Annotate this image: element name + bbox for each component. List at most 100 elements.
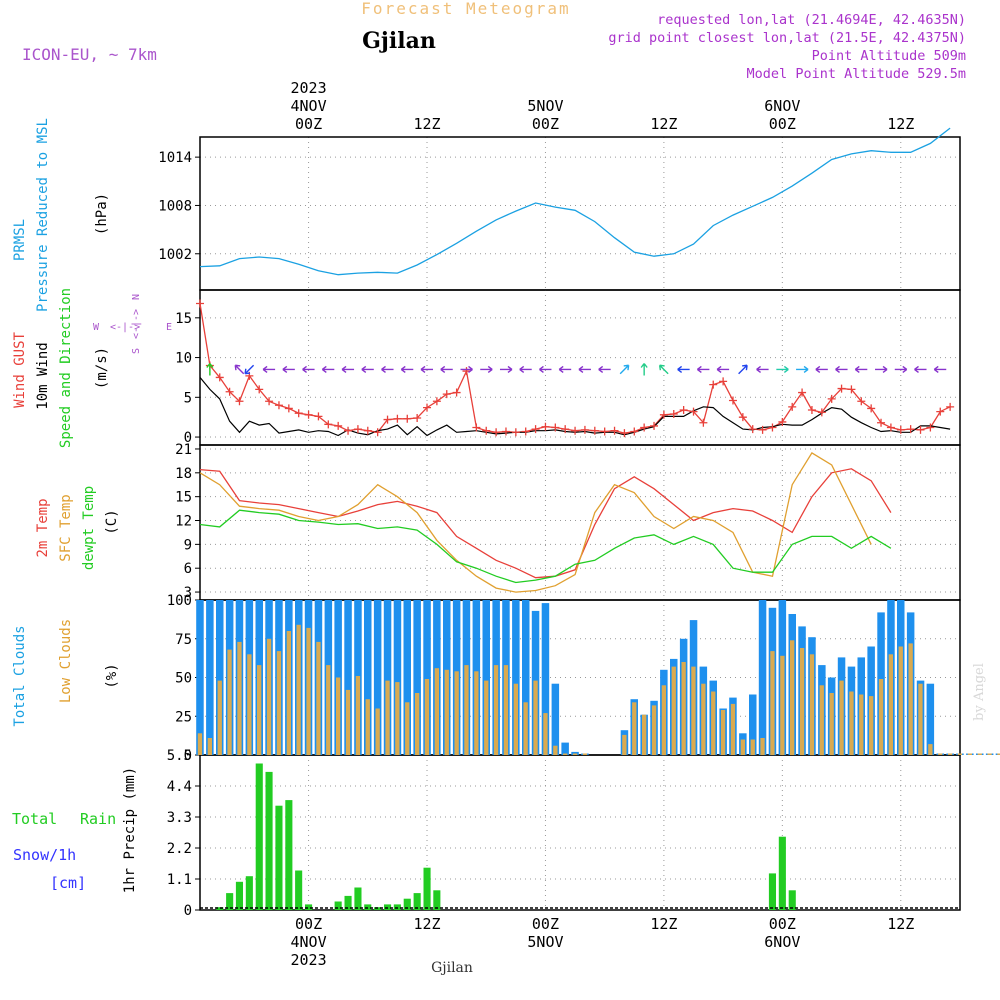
- gust-marker: [906, 425, 915, 434]
- rain-bar: [364, 904, 372, 910]
- rain-bar: [433, 890, 441, 910]
- total-cloud-bar: [413, 600, 421, 755]
- low-cloud-bar: [898, 646, 903, 755]
- gust-marker: [501, 427, 510, 436]
- temp-label-sfc: SFC Temp: [58, 494, 74, 561]
- time-tick-label: 00Z: [769, 915, 796, 933]
- wind-unit: (m/s): [94, 347, 110, 389]
- low-cloud-bar: [197, 733, 203, 755]
- compass-mid: <-|->: [110, 322, 140, 333]
- temp-label-dew: dewpt Temp: [81, 486, 97, 570]
- precip-labels: Total Rain Snow/1h [cm] 1hr Precip (mm): [12, 767, 138, 893]
- wind-arrow-shape: [716, 365, 730, 374]
- day-label: 5NOV: [527, 97, 563, 115]
- gust-marker: [561, 425, 570, 434]
- gust-marker: [383, 415, 392, 424]
- low-cloud-bar: [454, 671, 459, 755]
- gust-marker: [452, 388, 461, 397]
- wind-arrow: [619, 364, 630, 375]
- gust-marker: [807, 406, 816, 415]
- total-cloud-bar: [512, 600, 520, 755]
- low-cloud-bar: [908, 643, 913, 755]
- total-cloud-bar: [393, 600, 402, 755]
- low-cloud-bar: [691, 666, 696, 755]
- wind-arrow-shape: [933, 365, 947, 374]
- rain-bar: [295, 870, 303, 910]
- low-cloud-bar: [711, 691, 716, 755]
- low-cloud-bar: [701, 683, 706, 755]
- low-cloud-bar: [849, 691, 854, 755]
- gust-marker: [936, 407, 945, 416]
- gust-marker: [314, 412, 323, 421]
- wind-arrow: [875, 365, 888, 374]
- gust-marker: [274, 401, 283, 410]
- wind-arrow-shape: [578, 365, 591, 374]
- rain-bar: [226, 893, 234, 910]
- low-cloud-bar: [651, 705, 657, 755]
- wind-arrow-shape: [341, 365, 355, 374]
- wind-arrow-shape: [914, 365, 927, 374]
- chart-title: Forecast Meteogram: [361, 0, 570, 18]
- wind-arrow: [499, 365, 513, 374]
- low-cloud-bar: [948, 753, 953, 755]
- y-tick-label: 9: [184, 537, 192, 553]
- total-cloud-bar: [541, 603, 550, 755]
- model-label: ICON-EU, ~ 7km: [22, 45, 157, 64]
- requested-coords: requested lon,lat (21.4694E, 42.4635N): [657, 12, 966, 28]
- low-cloud-bar: [207, 738, 212, 755]
- time-tick-label: 12Z: [887, 115, 914, 133]
- low-cloud-bar: [326, 665, 331, 755]
- low-cloud-bar: [306, 627, 311, 755]
- gust-marker: [531, 425, 540, 434]
- precip-unit: 1hr Precip (mm): [122, 767, 138, 893]
- precip-label-snow: Snow/1h: [13, 846, 76, 864]
- wind-arrow: [716, 365, 730, 374]
- gust-marker: [265, 397, 274, 406]
- low-cloud-bar: [533, 680, 538, 755]
- gust-marker: [630, 427, 639, 436]
- wind-arrow: [696, 365, 710, 374]
- wind-arrow-shape: [835, 365, 848, 374]
- panel-frame: [199, 289, 961, 446]
- low-cloud-bar: [790, 640, 795, 755]
- rain-bar: [245, 876, 253, 910]
- y-tick-label: 15: [175, 490, 192, 506]
- wind-arrow: [321, 365, 335, 374]
- year-label: 2023: [291, 951, 327, 969]
- wind-arrow: [420, 365, 434, 374]
- gust-marker: [482, 426, 491, 435]
- wind-arrow: [756, 365, 769, 374]
- low-cloud-bar: [276, 651, 282, 755]
- gust-marker: [324, 420, 333, 429]
- y-tick-label: 0: [184, 430, 192, 446]
- wind-arrow: [815, 365, 828, 374]
- low-cloud-bar: [572, 753, 578, 755]
- y-tick-label: 5: [184, 390, 192, 406]
- low-cloud-bar: [632, 702, 637, 755]
- wind-arrow-shape: [875, 365, 888, 374]
- low-cloud-bar: [977, 753, 982, 755]
- wind-arrow: [640, 363, 648, 376]
- y-tick-label: 100: [167, 593, 192, 609]
- gust-marker: [403, 414, 412, 423]
- time-tick-label: 00Z: [532, 115, 559, 133]
- low-cloud-bar: [257, 665, 262, 755]
- wind-arrow-shape: [658, 364, 669, 375]
- panel-precip: 0 1.1 2.2 3.3 4.4 5.5: [167, 748, 961, 919]
- rain-bar: [285, 800, 293, 910]
- wind-arrow: [658, 364, 669, 375]
- low-cloud-bar: [217, 680, 222, 755]
- gust-marker: [423, 403, 432, 412]
- precip-label-total: Total: [12, 810, 57, 828]
- gust-marker: [284, 404, 293, 413]
- low-cloud-bar: [474, 671, 479, 755]
- wind-arrow-shape: [400, 365, 414, 374]
- time-tick-label: 12Z: [413, 115, 440, 133]
- gust-marker: [541, 422, 550, 431]
- compass-n: N: [131, 294, 142, 300]
- low-cloud-bar: [523, 702, 528, 755]
- wind-arrow: [262, 365, 276, 374]
- rain-bar: [305, 904, 313, 910]
- panel-frame: [199, 754, 961, 911]
- gust-marker: [462, 367, 471, 376]
